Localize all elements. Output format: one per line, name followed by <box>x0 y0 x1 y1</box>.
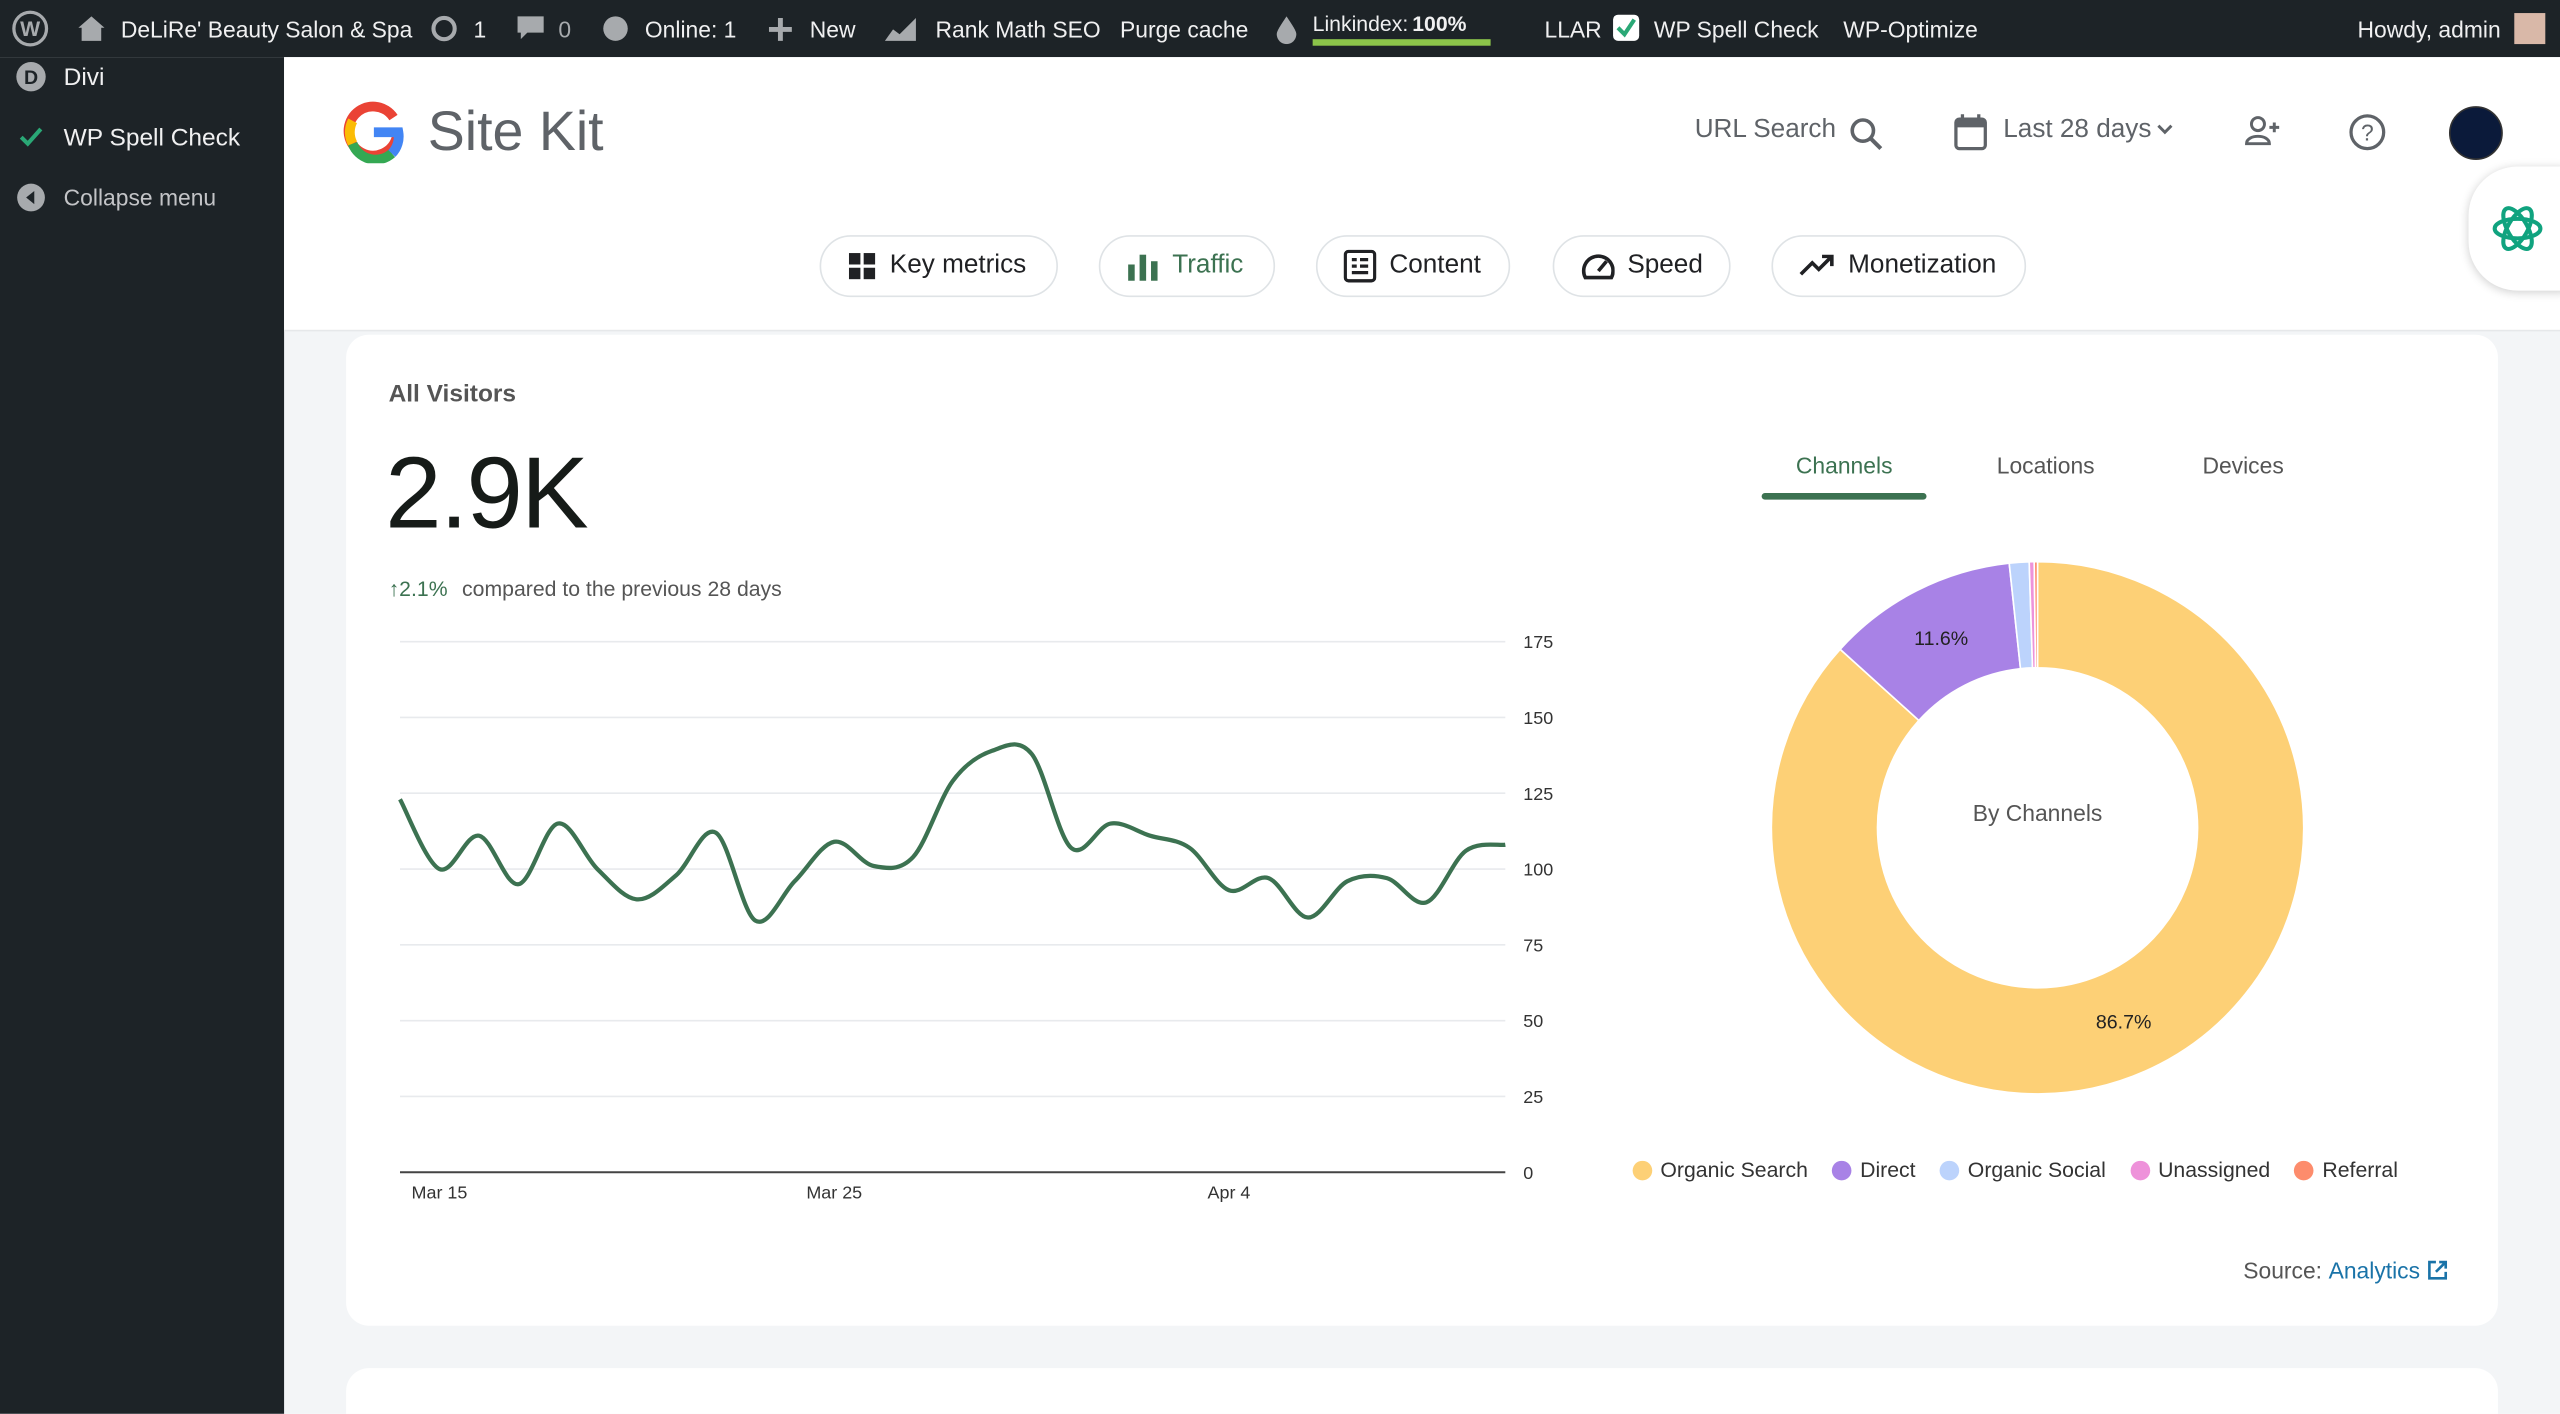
nav-tab[interactable]: Speed <box>1552 235 1731 298</box>
legend-item[interactable]: Unassigned <box>2130 1158 2270 1182</box>
rank-math-icon <box>884 17 916 41</box>
active-tab-indicator <box>1761 493 1927 500</box>
online[interactable]: Online: 1 <box>644 16 737 43</box>
legend-item[interactable]: Direct <box>1832 1157 1916 1183</box>
tab-icon <box>1799 254 1834 276</box>
sitekit-header: Site Kit URL Search Last 28 days ? Key m… <box>284 57 2560 332</box>
date-range[interactable]: Last 28 days <box>2003 115 2152 144</box>
site-name[interactable]: DeLiRe' Beauty Salon & Spa <box>120 16 413 43</box>
tab-icon <box>1128 254 1158 281</box>
admin-sidebar: D Divi WP Spell Check Collapse menu <box>0 57 285 1414</box>
svg-text:?: ? <box>2361 119 2374 145</box>
change: ↑2.1% <box>388 576 448 601</box>
dimension-tab[interactable]: Channels <box>1795 452 1893 479</box>
new-icon <box>768 17 792 41</box>
user-add-icon[interactable] <box>2243 113 2282 149</box>
new[interactable]: New <box>809 16 856 43</box>
rank-math[interactable]: Rank Math SEO <box>935 16 1101 43</box>
linkindex-label[interactable]: Linkindex: <box>1312 11 1409 36</box>
wp-logo[interactable]: W <box>11 10 49 48</box>
brand: Site Kit <box>427 101 604 164</box>
user-avatar[interactable] <box>2514 13 2546 45</box>
legend-item[interactable]: Organic Social <box>1940 1158 2106 1182</box>
assistant-icon <box>2492 206 2543 252</box>
assistant-button[interactable] <box>2468 166 2560 291</box>
google-logo <box>343 101 404 164</box>
legend-label: Organic Social <box>1967 1157 2106 1183</box>
linkindex-icon <box>1276 16 1297 45</box>
legend-swatch <box>1832 1160 1852 1180</box>
comments-count[interactable]: 0 <box>558 16 572 43</box>
updates-count[interactable]: 1 <box>473 16 487 43</box>
linkindex-bar <box>1312 39 1491 46</box>
tab-label: Content <box>1389 251 1481 280</box>
account-avatar[interactable] <box>2448 106 2503 160</box>
card-title: All Visitors <box>388 380 517 409</box>
collapse-icon <box>17 183 45 212</box>
nav-tab[interactable]: Monetization <box>1771 235 2027 298</box>
tab-label: Speed <box>1627 251 1703 280</box>
change-text: compared to the previous 28 days <box>462 576 782 601</box>
change-value: 2.1% <box>399 576 448 601</box>
external-link-icon[interactable] <box>2427 1259 2450 1282</box>
spell-check[interactable]: WP Spell Check <box>1653 16 1819 43</box>
online-icon <box>603 16 628 41</box>
divi-icon: D <box>16 62 46 92</box>
purge-cache[interactable]: Purge cache <box>1120 16 1249 43</box>
menu-item[interactable]: Divi <box>63 63 105 92</box>
admin-bar: W DeLiRe' Beauty Salon & Spa 1 0 Online:… <box>0 0 2560 58</box>
url-search[interactable]: URL Search <box>1694 115 1837 144</box>
legend-label: Referral <box>2322 1157 2398 1183</box>
nav-tab[interactable]: Traffic <box>1098 235 1276 298</box>
llar[interactable]: LLAR <box>1544 16 1602 43</box>
comments-icon <box>517 16 544 40</box>
dropdown-icon <box>2157 124 2173 135</box>
tab-label: Monetization <box>1848 251 1997 280</box>
svg-text:D: D <box>24 67 38 89</box>
tab-icon <box>1581 254 1615 280</box>
legend-label: Direct <box>1860 1157 1916 1183</box>
legend-item[interactable]: Referral <box>2294 1157 2398 1183</box>
legend-label: Unassigned <box>2158 1157 2271 1183</box>
donut-center-label: By Channels <box>1972 799 2103 827</box>
legend-label: Organic Search <box>1660 1157 1808 1183</box>
source-link[interactable]: Analytics <box>2328 1257 2421 1284</box>
dimension-tab[interactable]: Devices <box>2202 452 2284 479</box>
total-visitors: 2.9K <box>385 437 588 551</box>
menu-item[interactable]: WP Spell Check <box>63 124 241 152</box>
spell-check-icon <box>1613 14 1640 41</box>
tab-label: Key metrics <box>889 251 1027 280</box>
linkindex-value: 100% <box>1412 11 1467 36</box>
tab-label: Traffic <box>1172 251 1244 280</box>
source: Source: Analytics <box>2243 1257 2449 1283</box>
search-icon[interactable] <box>1848 116 1884 152</box>
menu-item[interactable]: Collapse menu <box>63 184 217 211</box>
help-icon[interactable]: ? <box>2348 113 2387 152</box>
nav-tab[interactable]: Content <box>1315 235 1511 298</box>
updates-icon <box>431 15 457 42</box>
legend-swatch <box>2294 1160 2315 1180</box>
tab-icon <box>848 253 876 280</box>
tab-icon <box>1343 249 1377 283</box>
legend: Organic Search Direct Organic Social Unassi… <box>1632 1157 2398 1183</box>
legend-swatch <box>1632 1160 1653 1180</box>
calendar-icon <box>1954 114 1987 151</box>
spell-menu-icon <box>19 127 43 147</box>
svg-text:W: W <box>20 18 40 41</box>
legend-swatch <box>1940 1160 1960 1180</box>
nav-tab[interactable]: Key metrics <box>819 235 1058 298</box>
source-label: Source: <box>2243 1257 2323 1284</box>
legend-swatch <box>2130 1160 2150 1180</box>
dimension-tab[interactable]: Locations <box>1996 452 2095 479</box>
home-icon <box>78 16 105 41</box>
howdy[interactable]: Howdy, admin <box>2357 16 2501 43</box>
next-card <box>346 1368 2498 1414</box>
wp-optimize[interactable]: WP-Optimize <box>1843 16 1978 43</box>
legend-item[interactable]: Organic Search <box>1632 1157 1808 1183</box>
